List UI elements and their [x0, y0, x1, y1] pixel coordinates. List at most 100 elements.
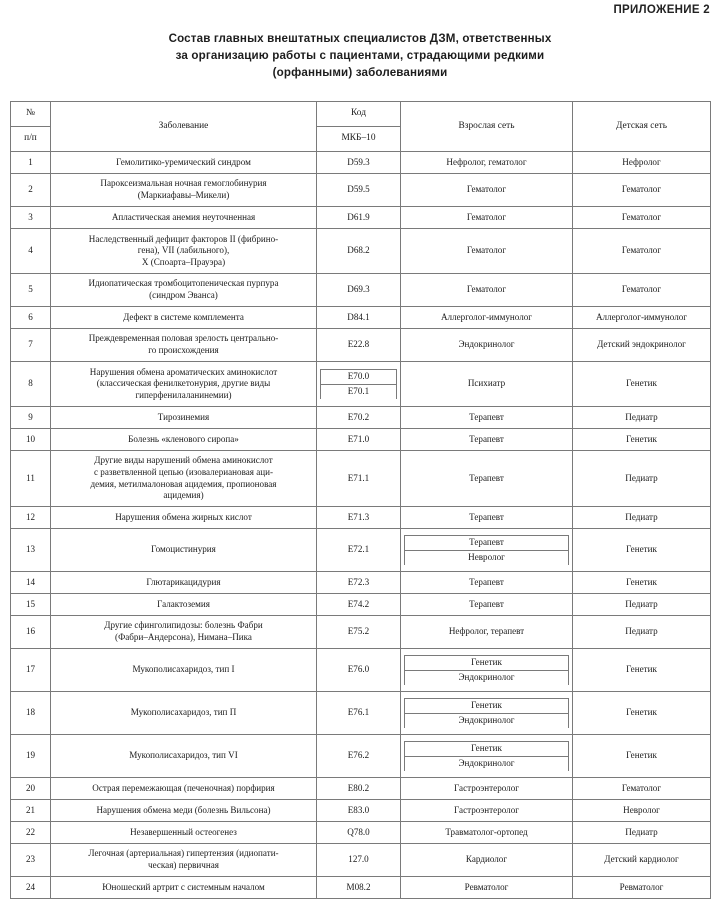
adult-specialist-part: Терапевт: [404, 535, 569, 551]
adult-specialist: Терапевт: [469, 598, 504, 609]
row-number: 22: [10, 821, 51, 844]
code-cell: E71.1: [316, 450, 401, 507]
child-specialist: Педиатр: [625, 472, 658, 483]
table-row: 18 Мукополисахаридоз, тип П E76.1 Генетик Эн…: [10, 691, 711, 735]
column-header-code-bottom: МКБ–10: [316, 126, 401, 152]
adult-specialist: Эндокринолог: [458, 339, 515, 350]
disease-line: Идиопатическая тромбоцитопеническая пурп…: [88, 278, 279, 289]
disease-line: Наследственный дефицит факторов II (фибр…: [88, 233, 279, 244]
child-specialist: Генетик: [626, 378, 657, 389]
page-title: Состав главных внештатных специалистов Д…: [18, 30, 702, 81]
child-specialist: Гематолог: [621, 211, 662, 222]
row-number: 7: [10, 328, 51, 362]
child-network-cell: Гематолог: [572, 273, 711, 307]
adult-specialist-part: Генетик: [404, 741, 569, 757]
row-number: 21: [10, 799, 51, 822]
disease-line: (синдром Эванса): [149, 290, 218, 300]
adult-network-cell: Гастроэнтеролог: [400, 777, 573, 800]
child-network-cell: Гематолог: [572, 206, 711, 229]
code-value-part: E70.1: [320, 383, 397, 399]
child-network-cell: Генетик: [572, 648, 711, 692]
code-value: E71.3: [347, 511, 370, 522]
code-cell: E71.0: [316, 428, 401, 451]
table-row: 3 Апластическая анемия неуточненная D61.9 Г…: [10, 206, 711, 229]
child-network-cell: Генетик: [572, 361, 711, 407]
disease-line: ацидемия): [163, 490, 204, 501]
disease-line: Нарушения обмена ароматических аминокисл…: [89, 366, 278, 377]
disease-line: гена), VII (лабильного),: [137, 245, 230, 256]
child-specialist: Ревматолог: [619, 881, 664, 892]
adult-specialist: Терапевт: [469, 472, 504, 483]
child-specialist: Генетик: [626, 433, 657, 444]
child-specialist: Генетик: [626, 707, 657, 718]
child-specialist: Педиатр: [625, 511, 658, 522]
child-specialist: Генетик: [626, 750, 657, 761]
adult-network-cell: Терапевт Невролог: [400, 528, 573, 572]
adult-specialist: Гематолог: [466, 211, 507, 222]
code-value: E76.1: [347, 707, 370, 718]
adult-network-cell: Гастроэнтеролог: [400, 799, 573, 822]
row-number: 8: [10, 361, 51, 407]
table-row: 12 Нарушения обмена жирных кислот E71.3 Тер…: [10, 506, 711, 529]
disease-name: Незавершенный остеогенез: [50, 821, 317, 844]
disease-line: Мукополисахаридоз, тип VI: [129, 750, 238, 761]
disease-line: Нарушения обмена меди (болезнь Вильсона): [96, 804, 271, 815]
disease-line: Мукополисахаридоз, тип I: [132, 664, 235, 675]
code-value: D59.3: [347, 156, 370, 167]
adult-network-cell: Генетик Эндокринолог: [400, 734, 573, 778]
adult-network-cell: Аллерголог-иммунолог: [400, 306, 573, 329]
adult-network-cell: Кардиолог: [400, 843, 573, 877]
adult-network-cell: Гематолог: [400, 173, 573, 207]
child-network-cell: Детский кардиолог: [572, 843, 711, 877]
child-network-cell: Детский эндокринолог: [572, 328, 711, 362]
adult-specialist-split: Генетик Эндокринолог: [404, 655, 569, 685]
disease-line: X (Споарта–Прауэра): [141, 256, 226, 267]
child-network-cell: Генетик: [572, 528, 711, 572]
adult-specialist-part: Генетик: [404, 655, 569, 671]
code-value: Q78.0: [347, 826, 370, 837]
disease-line: Глютарикацидурия: [146, 576, 221, 587]
code-cell: E83.0: [316, 799, 401, 822]
code-value-part: E70.0: [320, 369, 397, 385]
adult-specialist-part: Генетик: [404, 698, 569, 714]
child-network-cell: Педиатр: [572, 821, 711, 844]
adult-network-cell: Гематолог: [400, 273, 573, 307]
adult-specialist: Травматолог-ортопед: [445, 826, 528, 837]
code-value: E72.3: [347, 576, 370, 587]
code-value: E80.2: [347, 782, 370, 793]
child-specialist: Педиатр: [625, 626, 658, 637]
code-cell: D69.3: [316, 273, 401, 307]
row-number: 18: [10, 691, 51, 735]
code-value: E71.0: [347, 433, 370, 444]
disease-line: Болезнь «кленового сиропа»: [128, 433, 239, 444]
disease-line: Юношеский артрит с системным началом: [102, 881, 265, 892]
row-number: 15: [10, 593, 51, 616]
row-number: 2: [10, 173, 51, 207]
code-cell: E74.2: [316, 593, 401, 616]
table-row: 14 Глютарикацидурия E72.3 Терапевт Генетик: [10, 571, 711, 594]
child-network-cell: Аллерголог-иммунолог: [572, 306, 711, 329]
adult-specialist-part: Эндокринолог: [404, 712, 569, 728]
child-specialist: Генетик: [626, 664, 657, 675]
child-specialist: Педиатр: [625, 826, 658, 837]
row-number: 24: [10, 876, 51, 899]
table-row: 2 Пароксеизмальная ночная гемоглобинурия(…: [10, 173, 711, 207]
code-cell: E72.1: [316, 528, 401, 572]
table-row: 15 Галактоземия E74.2 Терапевт Педиатр: [10, 593, 711, 616]
child-network-cell: Педиатр: [572, 506, 711, 529]
disease-name: Апластическая анемия неуточненная: [50, 206, 317, 229]
row-number: 9: [10, 406, 51, 429]
code-value: E83.0: [347, 804, 370, 815]
child-network-cell: Гематолог: [572, 228, 711, 274]
code-cell: E76.1: [316, 691, 401, 735]
child-network-cell: Гематолог: [572, 777, 711, 800]
child-specialist: Аллерголог-иммунолог: [595, 311, 688, 322]
table-row: 20 Острая перемежающая (печеночная) порфи…: [10, 777, 711, 800]
code-value: E72.1: [347, 544, 370, 555]
child-network-cell: Педиатр: [572, 593, 711, 616]
disease-line: демия, метилмалоновая ацидемия, пропионо…: [90, 478, 277, 489]
adult-network-cell: Генетик Эндокринолог: [400, 648, 573, 692]
adult-specialist-part: Эндокринолог: [404, 755, 569, 771]
adult-specialist: Психиатр: [467, 378, 506, 389]
code-value: D61.9: [347, 211, 370, 222]
